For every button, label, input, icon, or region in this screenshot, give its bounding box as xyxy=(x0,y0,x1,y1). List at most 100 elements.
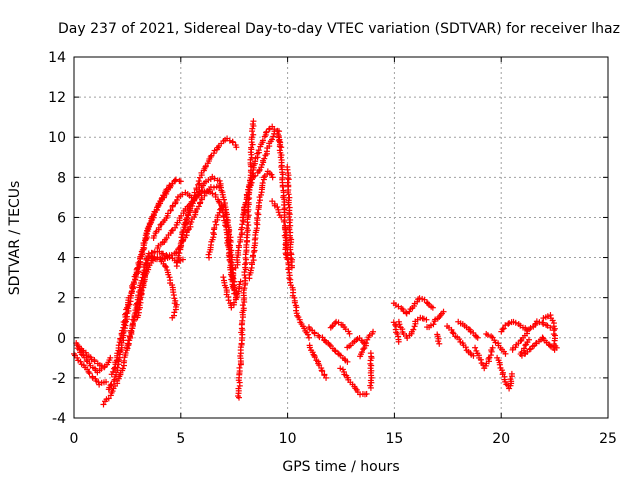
data-point xyxy=(105,395,112,402)
data-point xyxy=(79,347,86,354)
data-point xyxy=(525,336,532,343)
data-point xyxy=(177,178,184,185)
data-point xyxy=(111,365,118,372)
data-point xyxy=(285,176,292,183)
data-point xyxy=(241,269,248,276)
data-point xyxy=(544,313,551,320)
y-tick-label: 0 xyxy=(57,331,66,347)
data-point xyxy=(89,374,96,381)
data-point xyxy=(210,150,217,157)
data-point xyxy=(179,191,186,198)
data-point xyxy=(178,234,185,241)
data-point xyxy=(205,251,212,258)
x-tick-label: 15 xyxy=(385,431,403,447)
data-point xyxy=(107,354,114,361)
data-point xyxy=(120,324,127,331)
data-point xyxy=(245,212,252,219)
data-point xyxy=(323,374,330,381)
data-point xyxy=(247,177,254,184)
data-point xyxy=(285,191,292,198)
data-point xyxy=(392,321,399,328)
data-point xyxy=(250,118,257,125)
data-point xyxy=(285,266,292,273)
data-point xyxy=(346,330,353,337)
data-point xyxy=(122,311,129,318)
data-point xyxy=(395,338,402,345)
grid-lines xyxy=(74,57,608,418)
data-point xyxy=(239,302,246,309)
data-point xyxy=(237,352,244,359)
data-point xyxy=(169,180,176,187)
data-point xyxy=(163,264,170,271)
data-point xyxy=(220,274,227,281)
data-point xyxy=(109,368,116,375)
data-point xyxy=(286,211,293,218)
data-point xyxy=(329,323,336,330)
data-point xyxy=(173,197,180,204)
data-point xyxy=(213,221,220,228)
data-point xyxy=(502,350,509,357)
data-point xyxy=(119,365,126,372)
data-point xyxy=(306,344,313,351)
data-point xyxy=(505,320,512,327)
data-point xyxy=(86,370,93,377)
data-point xyxy=(128,328,135,335)
data-point xyxy=(326,341,333,348)
data-point xyxy=(211,175,218,182)
data-point xyxy=(304,331,311,338)
data-point xyxy=(410,326,417,333)
data-point xyxy=(254,210,261,217)
data-point xyxy=(137,289,144,296)
data-point xyxy=(243,234,250,241)
y-tick-label: 12 xyxy=(48,90,66,106)
data-point xyxy=(226,137,233,144)
data-point xyxy=(508,370,515,377)
data-point xyxy=(274,204,281,211)
data-point xyxy=(430,321,437,328)
data-point xyxy=(195,178,202,185)
data-point xyxy=(480,361,487,368)
data-point xyxy=(449,329,456,336)
data-point xyxy=(527,324,534,331)
data-point xyxy=(311,354,318,361)
data-point xyxy=(243,192,250,199)
data-point xyxy=(540,320,547,327)
data-point xyxy=(247,267,254,274)
data-point xyxy=(502,322,509,329)
data-point xyxy=(211,224,218,231)
data-point xyxy=(210,229,217,236)
data-point xyxy=(109,388,116,395)
data-point xyxy=(195,203,202,210)
data-point xyxy=(331,347,338,354)
data-point xyxy=(284,179,291,186)
data-point xyxy=(138,251,145,258)
data-point xyxy=(235,242,242,249)
data-point xyxy=(423,316,430,323)
data-point xyxy=(98,362,105,369)
data-point xyxy=(135,260,142,267)
data-point xyxy=(319,368,326,375)
data-point xyxy=(179,256,186,263)
data-point xyxy=(227,238,234,245)
data-point xyxy=(127,292,134,299)
data-point xyxy=(500,325,507,332)
data-point xyxy=(311,330,318,337)
data-point xyxy=(257,191,264,198)
data-point xyxy=(275,209,282,216)
data-point xyxy=(167,207,174,214)
data-point xyxy=(232,264,239,271)
data-point xyxy=(180,226,187,233)
data-point xyxy=(217,206,224,213)
data-point xyxy=(526,346,533,353)
data-point xyxy=(256,199,263,206)
data-point xyxy=(268,171,275,178)
data-point xyxy=(236,281,243,288)
data-point xyxy=(256,168,263,175)
data-point xyxy=(122,349,129,356)
data-point xyxy=(134,265,141,272)
data-point xyxy=(370,328,377,335)
data-point xyxy=(108,381,115,388)
data-point xyxy=(546,342,553,349)
data-point xyxy=(228,256,235,263)
data-point xyxy=(169,314,176,321)
